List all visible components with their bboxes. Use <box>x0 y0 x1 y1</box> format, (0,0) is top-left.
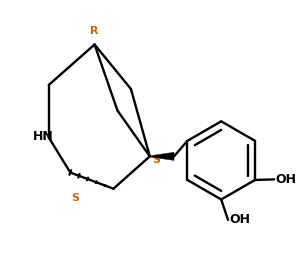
Text: S: S <box>152 155 160 165</box>
Text: R: R <box>90 26 99 36</box>
Text: OH: OH <box>275 173 296 186</box>
Text: S: S <box>72 193 80 203</box>
Polygon shape <box>150 152 174 160</box>
Text: OH: OH <box>229 213 250 226</box>
Text: HN: HN <box>33 130 54 143</box>
